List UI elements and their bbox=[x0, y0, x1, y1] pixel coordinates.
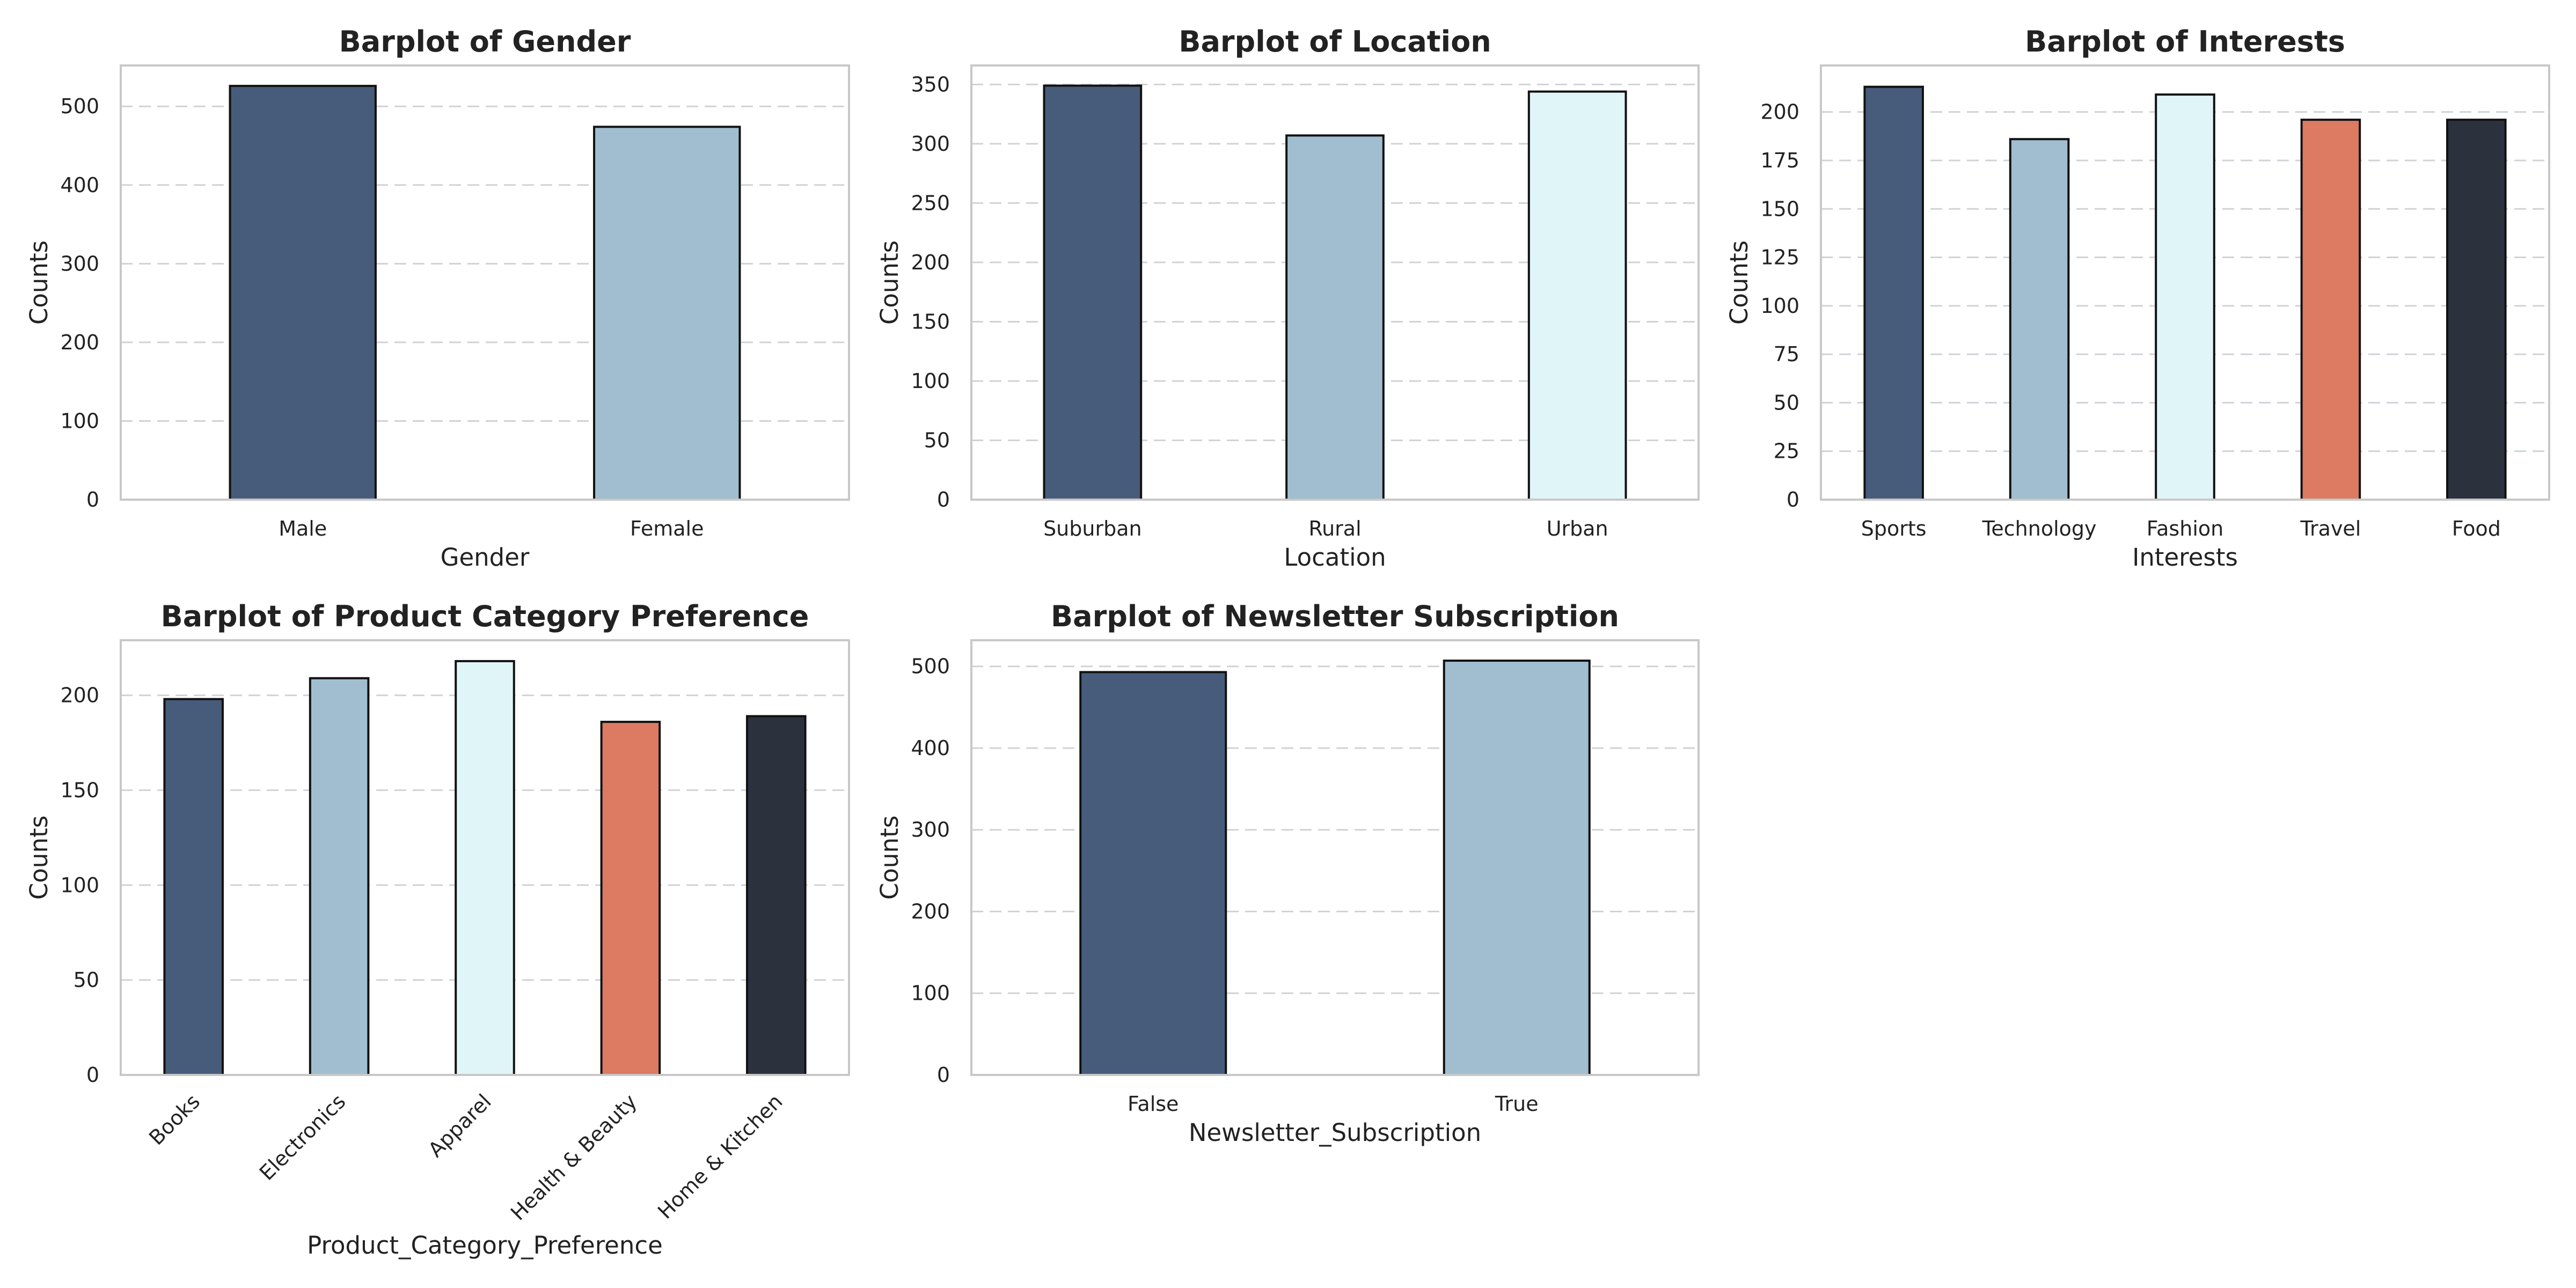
chart-4-xaxis-label: Product_Category_Preference bbox=[307, 1231, 663, 1260]
chart-4-yaxis-label: Counts bbox=[25, 815, 53, 899]
chart-5-bar-true bbox=[1443, 660, 1591, 1077]
chart-3-ytick-label: 175 bbox=[1760, 149, 1799, 172]
chart-1-title: Barplot of Gender bbox=[339, 25, 631, 58]
chart-3-yaxis-label: Counts bbox=[1725, 240, 1753, 325]
chart-2-axes-frame bbox=[970, 64, 1700, 501]
chart-2-title: Barplot of Location bbox=[1179, 25, 1491, 58]
chart-3-ytick-label: 100 bbox=[1760, 294, 1799, 318]
chart-4-ytick-label: 50 bbox=[74, 968, 99, 992]
chart-5-ytick-label: 500 bbox=[911, 655, 950, 678]
chart-panel-2: 0 50 100 150 200 250 300 350 Suburban Rural Urban B… bbox=[875, 25, 1700, 572]
chart-3-xaxis-label: Interests bbox=[2132, 543, 2238, 572]
chart-2-bar-suburban bbox=[1043, 84, 1143, 501]
chart-3-ytick-label: 50 bbox=[1774, 391, 1799, 414]
chart-3-xtick-label-fashion: Fashion bbox=[2147, 517, 2223, 540]
chart-4-ytick-label: 150 bbox=[60, 778, 99, 802]
chart-3-ytick-label: 125 bbox=[1760, 246, 1799, 269]
chart-1-xtick-label-male: Male bbox=[279, 517, 327, 540]
chart-3-ytick-label: 200 bbox=[1760, 100, 1799, 124]
chart-2-xaxis-label: Location bbox=[1284, 543, 1386, 572]
chart-3-axes-frame bbox=[1820, 64, 2550, 501]
chart-4-xtick-label-electronics: Electronics bbox=[255, 1089, 350, 1185]
chart-4-bar-books bbox=[163, 698, 224, 1076]
chart-2-bar-rural bbox=[1285, 134, 1385, 501]
chart-5-ytick-label: 0 bbox=[937, 1063, 950, 1087]
chart-2-ytick-label: 250 bbox=[911, 191, 950, 215]
chart-5-bar-false bbox=[1079, 671, 1227, 1076]
chart-2-ytick-label: 0 bbox=[937, 488, 950, 511]
chart-4-bar-health-beauty bbox=[600, 721, 661, 1076]
chart-2-xtick-label-suburban: Suburban bbox=[1043, 517, 1142, 540]
chart-3-bar-technology bbox=[2009, 138, 2070, 501]
chart-1-xtick-label-female: Female bbox=[630, 517, 704, 540]
chart-panel-3: 0 25 50 75 100 125 150 175 200 Sports Technology Fa… bbox=[1725, 25, 2550, 572]
chart-4-ytick-label: 200 bbox=[60, 684, 99, 707]
chart-4-ytick-label: 100 bbox=[60, 873, 99, 897]
chart-2-xtick-label-urban: Urban bbox=[1547, 517, 1608, 540]
chart-3-ytick-label: 0 bbox=[1787, 488, 1799, 511]
chart-2-yaxis-label: Counts bbox=[875, 240, 904, 325]
chart-3-xtick-label-technology: Technology bbox=[1982, 517, 2097, 540]
chart-3-bar-travel bbox=[2300, 119, 2361, 501]
chart-1-yaxis-label: Counts bbox=[25, 240, 53, 325]
chart-5-title: Barplot of Newsletter Subscription bbox=[1051, 599, 1619, 633]
chart-5-ytick-label: 200 bbox=[911, 899, 950, 923]
chart-1-ytick-label: 100 bbox=[60, 409, 99, 433]
chart-1-axes-frame bbox=[120, 64, 850, 501]
chart-3-ytick-label: 25 bbox=[1774, 440, 1799, 463]
chart-1-bar-female bbox=[593, 126, 741, 501]
chart-3-xtick-label-sports: Sports bbox=[1861, 517, 1927, 540]
chart-4-axes-frame bbox=[120, 639, 850, 1076]
chart-3-ytick-label: 75 bbox=[1774, 342, 1799, 366]
chart-4-xtick-label-home-kitchen: Home & Kitchen bbox=[653, 1089, 787, 1223]
chart-4-bar-home-kitchen bbox=[746, 715, 807, 1076]
chart-4-bar-electronics bbox=[309, 677, 370, 1076]
chart-panel-1: 0 100 200 300 400 500 Male Female Barplot of Gen… bbox=[25, 25, 850, 572]
chart-5-ytick-label: 400 bbox=[911, 736, 950, 760]
chart-5-xtick-label-false: False bbox=[1128, 1092, 1179, 1116]
chart-2-xtick-label-rural: Rural bbox=[1308, 517, 1361, 540]
chart-1-ytick-label: 300 bbox=[60, 252, 99, 275]
chart-4-ytick-label: 0 bbox=[86, 1063, 99, 1087]
chart-2-ytick-label: 300 bbox=[911, 132, 950, 156]
chart-1-ytick-label: 400 bbox=[60, 173, 99, 197]
chart-panel-5: 0 100 200 300 400 500 False True Barplot of News… bbox=[875, 599, 1700, 1147]
chart-5-xtick-label-true: True bbox=[1495, 1092, 1539, 1116]
chart-2-ytick-label: 150 bbox=[911, 310, 950, 333]
chart-panel-4: 0 50 100 150 200 Books Electronics Apparel Healt… bbox=[25, 599, 850, 1260]
chart-5-xaxis-label: Newsletter_Subscription bbox=[1189, 1118, 1481, 1147]
chart-2-bar-urban bbox=[1527, 90, 1627, 501]
chart-3-ytick-label: 150 bbox=[1760, 197, 1799, 221]
chart-3-title: Barplot of Interests bbox=[2025, 25, 2345, 58]
chart-3-bar-fashion bbox=[2155, 93, 2215, 501]
chart-3-xtick-label-food: Food bbox=[2452, 517, 2501, 540]
chart-3-bar-sports bbox=[1863, 85, 1924, 501]
chart-2-ytick-label: 200 bbox=[911, 251, 950, 274]
chart-1-ytick-label: 0 bbox=[86, 488, 99, 511]
chart-5-ytick-label: 100 bbox=[911, 982, 950, 1005]
chart-1-ytick-label: 500 bbox=[60, 94, 99, 118]
chart-4-title: Barplot of Product Category Preference bbox=[161, 599, 809, 633]
chart-2-ytick-label: 350 bbox=[911, 72, 950, 96]
chart-4-xtick-label-books: Books bbox=[144, 1089, 204, 1150]
chart-4-xtick-label-apparel: Apparel bbox=[423, 1089, 496, 1162]
chart-3-xtick-label-travel: Travel bbox=[2300, 517, 2361, 540]
chart-1-bar-male bbox=[229, 85, 377, 501]
chart-1-ytick-label: 200 bbox=[60, 331, 99, 354]
chart-5-axes-frame bbox=[970, 639, 1700, 1076]
chart-5-yaxis-label: Counts bbox=[875, 815, 904, 899]
chart-3-bar-food bbox=[2446, 119, 2507, 501]
chart-4-xtick-label-health-beauty: Health & Beauty bbox=[506, 1089, 641, 1225]
chart-4-bar-apparel bbox=[455, 660, 515, 1076]
chart-2-ytick-label: 100 bbox=[911, 369, 950, 393]
chart-1-xaxis-label: Gender bbox=[441, 543, 530, 572]
chart-2-ytick-label: 50 bbox=[924, 428, 950, 452]
chart-5-ytick-label: 300 bbox=[911, 818, 950, 841]
